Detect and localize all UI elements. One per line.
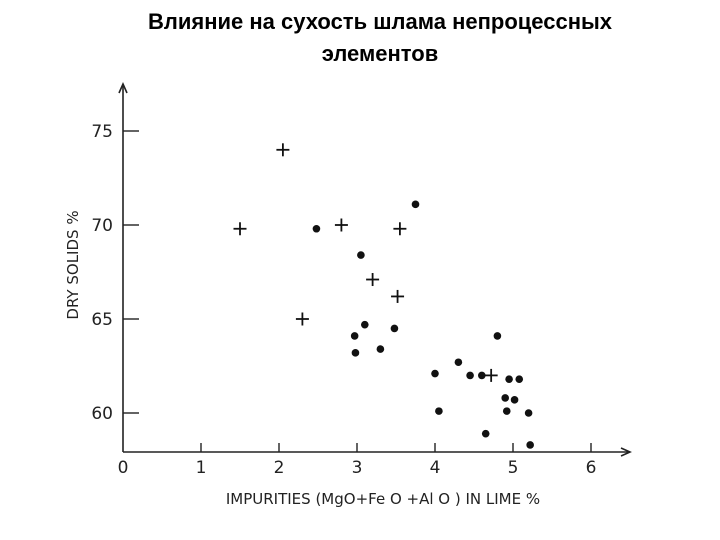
y-axis-arrow [118, 82, 128, 94]
data-point-dot [357, 251, 365, 259]
data-point-dot [431, 369, 439, 378]
data-point-dot [493, 332, 502, 340]
data-point-dot [411, 200, 420, 209]
title-line-1: Влияние на сухость шлама непроцессных [147, 9, 613, 34]
x-tick-label: 4 [430, 458, 441, 478]
data-point-dot [466, 371, 474, 380]
x-tick-label: 0 [118, 458, 129, 478]
data-point-plus [393, 222, 407, 236]
x-tick-label: 2 [274, 458, 285, 478]
data-point-dot [481, 429, 490, 438]
data-point-dot [390, 324, 399, 333]
x-tick-label: 1 [196, 458, 207, 478]
data-point-dot [361, 320, 369, 329]
data-point-dot [435, 407, 443, 415]
x-tick-label: 3 [352, 458, 363, 478]
chart-marks [233, 143, 534, 449]
data-point-dot [312, 224, 321, 233]
data-point-dot [478, 371, 486, 380]
title-line-2: элементов [321, 41, 439, 66]
y-tick-label: 65 [91, 310, 113, 330]
data-point-dot [505, 375, 513, 383]
y-tick-label: 75 [91, 122, 113, 142]
slide-title: Влияние на сухость шлама непроцессных эл… [40, 6, 720, 70]
data-point-dot [350, 332, 359, 340]
x-tick-label: 5 [508, 458, 519, 478]
data-point-plus [276, 143, 290, 157]
y-axis-label: DRY SOLIDS % [64, 210, 82, 319]
data-point-dot [526, 441, 534, 449]
x-axis-label: IMPURITIES (MgO+Fe O +Al O ) IN LIME % [226, 490, 540, 508]
data-point-plus [484, 368, 498, 382]
data-point-plus [334, 218, 348, 232]
data-point-plus [233, 222, 247, 236]
data-point-dot [515, 375, 524, 383]
data-point-plus [295, 312, 309, 326]
data-point-dot [510, 396, 519, 404]
data-point-dot [502, 407, 511, 415]
data-point-dot [454, 358, 463, 367]
x-axis-arrow [620, 447, 632, 457]
data-point-plus [366, 273, 380, 287]
data-point-plus [391, 289, 405, 303]
data-point-dot [376, 345, 385, 353]
y-tick-label: 60 [91, 404, 113, 424]
y-tick-label: 70 [91, 216, 113, 236]
data-point-dot [501, 394, 510, 402]
chart-axes: 60 65 70 75 0 1 2 3 4 5 6 [91, 82, 632, 478]
x-tick-label: 6 [586, 458, 597, 478]
data-point-dot [351, 349, 360, 357]
data-point-dot [524, 409, 533, 417]
